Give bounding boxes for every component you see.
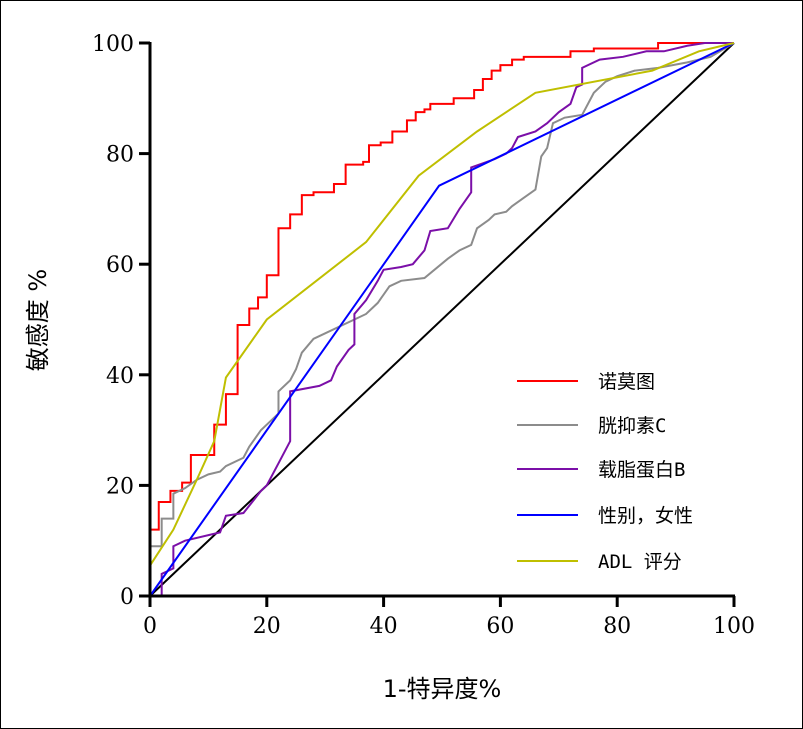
x-tick-label: 80 — [603, 614, 631, 639]
legend-label-4: ADL 评分 — [598, 551, 682, 573]
legend-label-0: 诺莫图 — [598, 371, 655, 393]
reference-diagonal-line — [149, 42, 735, 597]
y-tick-label: 40 — [106, 364, 134, 389]
y-tick-label: 80 — [106, 143, 134, 168]
curves — [149, 42, 735, 597]
y-tick-label: 20 — [106, 474, 134, 499]
x-tick-label: 100 — [713, 614, 755, 639]
series-line-0 — [149, 42, 734, 596]
axes: 0 20 40 60 80 100 0 20 40 60 80 100 — [92, 32, 755, 639]
y-tick-label: 0 — [120, 585, 134, 610]
series-line-4 — [149, 42, 735, 567]
legend-label-2: 载脂蛋白B — [598, 459, 685, 481]
series-line-3 — [149, 42, 735, 597]
series-line-1 — [149, 42, 735, 596]
y-tick-label: 60 — [106, 253, 134, 278]
x-tick-label: 40 — [370, 614, 398, 639]
legend-label-3: 性别，女性 — [598, 505, 693, 527]
x-tick-label: 60 — [486, 614, 514, 639]
y-tick-label: 100 — [92, 32, 134, 57]
legend-label-1: 胱抑素C — [598, 415, 666, 437]
x-tick-label: 0 — [143, 614, 157, 639]
x-tick-label: 20 — [253, 614, 281, 639]
y-axis-title: 敏感度 % — [24, 269, 52, 371]
x-axis-title: 1-特异度% — [383, 675, 502, 703]
